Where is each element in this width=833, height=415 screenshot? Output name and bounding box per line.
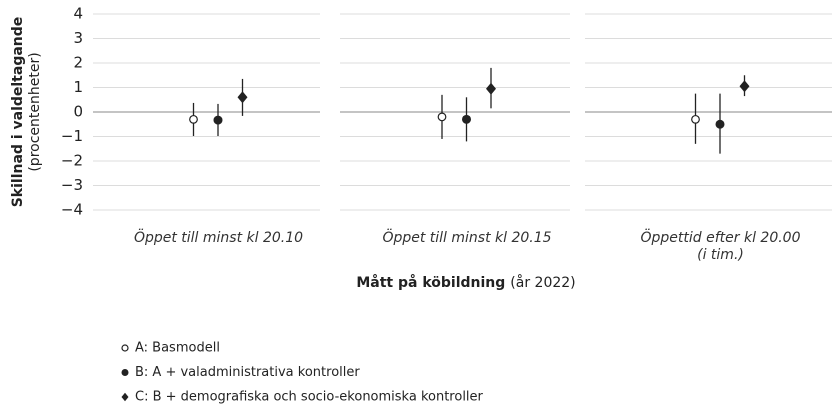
legend-label: B: A + valadministrativa kontroller bbox=[135, 365, 360, 380]
legend-marker bbox=[121, 344, 129, 352]
point-circle bbox=[213, 115, 223, 125]
point-open-circle bbox=[691, 114, 700, 124]
category-label: Öppet till minst kl 20.15 bbox=[382, 230, 552, 246]
x-axis-label: Mått på köbildning (år 2022) bbox=[356, 274, 575, 291]
y-label-bold: Skillnad i valdeltagande bbox=[10, 17, 26, 208]
legend-marker bbox=[121, 369, 129, 376]
y-tick-label: 4 bbox=[73, 5, 83, 23]
y-tick-label: 0 bbox=[73, 103, 83, 121]
category-label: Öppet till minst kl 20.10 bbox=[133, 230, 304, 246]
y-tick-label: 1 bbox=[73, 78, 83, 96]
x-label-normal: (år 2022) bbox=[510, 274, 575, 291]
legend-marker bbox=[121, 392, 129, 402]
category-label: Öppettid efter kl 20.00 (i tim.) bbox=[640, 230, 801, 263]
point-diamond bbox=[237, 91, 248, 104]
point-diamond bbox=[739, 80, 750, 93]
y-tick-label: −2 bbox=[61, 152, 83, 170]
y-tick-label: −4 bbox=[61, 201, 83, 219]
legend-label: A: Basmodell bbox=[135, 341, 220, 356]
y-tick-label: −1 bbox=[61, 127, 83, 145]
legend-label: C: B + demografiska och socio-ekonomiska… bbox=[135, 390, 484, 405]
y-axis-label: Skillnad i valdeltagande bbox=[10, 17, 26, 208]
point-open-circle bbox=[437, 112, 447, 122]
point-circle bbox=[715, 119, 725, 129]
point-diamond bbox=[486, 82, 496, 95]
x-label-bold: Mått på köbildning bbox=[356, 274, 505, 291]
point-open-circle bbox=[189, 114, 198, 124]
y-tick-label: 2 bbox=[73, 54, 83, 72]
y-tick-label: 3 bbox=[73, 29, 83, 47]
y-tick-label: −3 bbox=[61, 176, 83, 194]
point-circle bbox=[462, 114, 471, 124]
y-axis-label-unit: (procentenheter) bbox=[27, 52, 43, 171]
